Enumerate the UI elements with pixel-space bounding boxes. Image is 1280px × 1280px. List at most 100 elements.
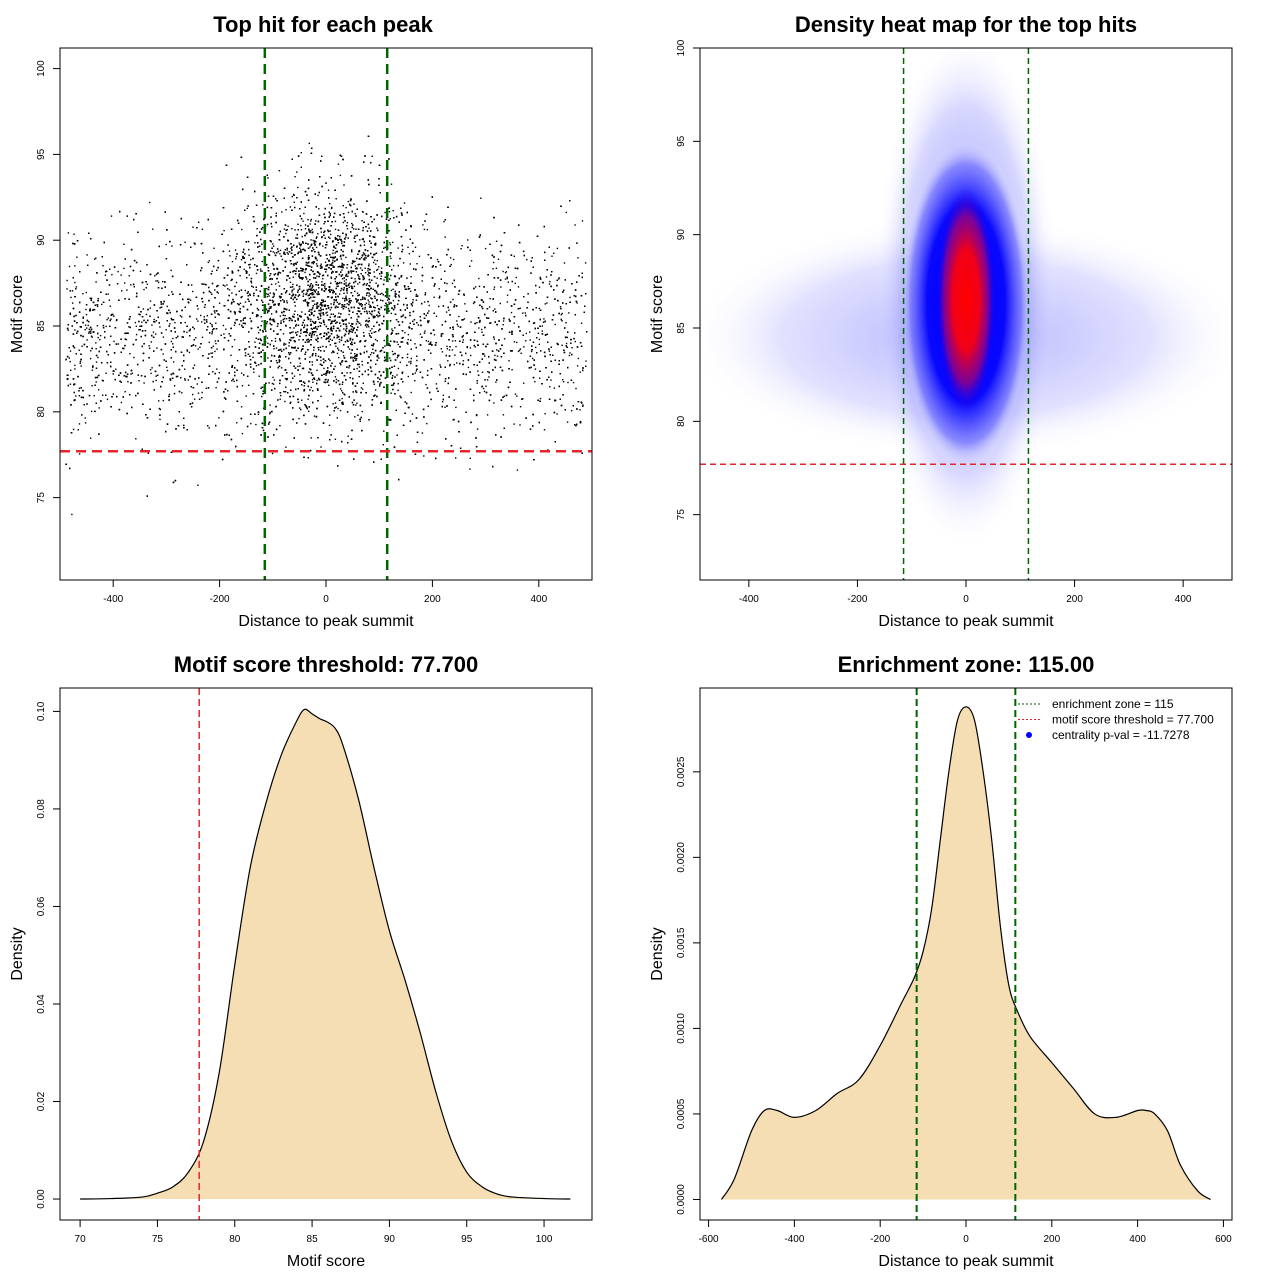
scatter-point [113,340,115,343]
scatter-point [70,296,72,299]
scatter-point [248,274,250,276]
scatter-point [335,198,337,200]
scatter-point [265,293,267,295]
scatter-point [86,327,88,329]
scatter-point [548,283,551,285]
scatter-point [495,267,498,269]
scatter-point [347,211,350,214]
scatter-point [455,406,457,409]
scatter-point [109,268,111,270]
scatter-point [88,331,90,333]
scatter-point [115,368,117,370]
scatter-point [357,307,359,309]
scatter-point [350,356,352,358]
scatter-point [567,381,569,384]
scatter-point [149,369,152,371]
scatter-point [300,166,302,168]
scatter-point [349,339,351,341]
scatter-point [392,210,394,212]
scatter-point [138,380,140,382]
scatter-point [165,243,167,246]
scatter-point [74,368,76,370]
scatter-point [336,352,339,355]
scatter-point [421,266,424,269]
scatter-point [278,356,280,358]
scatter-point [332,259,334,261]
scatter-point [329,214,331,217]
scatter-point [128,275,130,277]
scatter-point [260,270,262,272]
scatter-point [184,241,186,243]
scatter-point [270,277,272,280]
scatter-point [120,274,122,276]
scatter-point [574,340,576,343]
scatter-point [334,376,337,378]
scatter-point [534,381,536,383]
scatter-point [258,375,260,377]
scatter-point [421,432,424,434]
scatter-point [271,319,273,321]
scatter-point [261,251,263,253]
scatter-point [368,292,370,294]
scatter-point [361,388,364,390]
scatter-point [278,170,281,172]
scatter-point [281,211,283,213]
scatter-point [315,246,318,249]
scatter-point [317,233,319,235]
scatter-point [346,292,348,294]
scatter-point [277,281,280,283]
scatter-point [384,345,386,347]
scatter-point [481,328,483,331]
scatter-point [148,345,150,347]
scatter-point [75,395,77,397]
scatter-point [565,342,568,345]
scatter-point [230,279,232,282]
scatter-point [368,317,370,319]
scatter-point [334,438,337,440]
scatter-point [293,264,295,267]
scatter-point [231,346,233,348]
scatter-point [266,295,269,298]
scatter-point [98,389,100,391]
scatter-point [313,349,315,351]
scatter-point [401,315,404,317]
scatter-point [339,302,341,305]
scatter-point [321,275,324,277]
scatter-point [113,370,115,372]
scatter-point [428,343,430,345]
scatter-point [67,329,69,331]
scatter-point [69,312,71,314]
scatter-point [482,387,485,390]
scatter-point [231,380,233,382]
scatter-point [312,239,314,242]
scatter-point [476,322,478,324]
scatter-point [279,272,282,274]
scatter-point [201,336,204,338]
scatter-point [168,393,171,396]
scatter-point [378,266,380,268]
scatter-point [346,372,348,374]
scatter-point [348,313,350,316]
scatter-point [302,220,304,222]
scatter-point [236,422,238,424]
scatter-point [362,252,365,254]
scatter-point [271,382,274,385]
scatter-point [86,339,88,341]
scatter-point [327,229,329,231]
scatter-point [519,348,522,350]
scatter-point [354,213,356,215]
scatter-point [78,453,81,455]
scatter-point [311,364,314,366]
scatter-point [418,255,421,258]
scatter-point [291,291,293,293]
scatter-point [315,355,317,357]
scatter-point [179,315,182,317]
scatter-point [438,288,440,290]
scatter-point [397,343,399,346]
scatter-point [322,245,324,247]
scatter-point [78,387,81,389]
scatter-point [348,283,350,285]
scatter-point [346,303,348,305]
scatter-point [319,317,322,320]
scatter-point [572,381,575,384]
